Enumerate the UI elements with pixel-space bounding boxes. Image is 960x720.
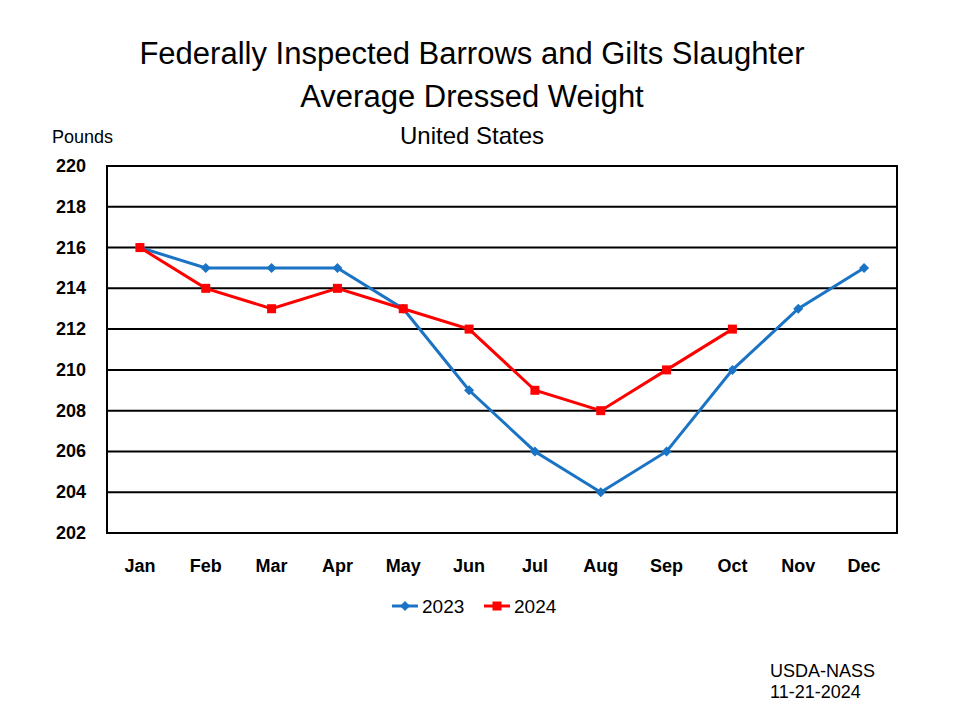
y-tick-label: 206	[56, 441, 86, 461]
x-tick-label: Mar	[256, 556, 288, 576]
x-tick-label: Sep	[650, 556, 683, 576]
marker	[267, 304, 276, 313]
chart-container: Federally Inspected Barrows and Gilts Sl…	[0, 0, 960, 720]
y-tick-label: 216	[56, 238, 86, 258]
y-tick-label: 204	[56, 482, 86, 502]
x-tick-label: Feb	[190, 556, 222, 576]
marker	[135, 243, 144, 252]
grid-line	[107, 369, 897, 371]
grid-line	[107, 287, 897, 289]
y-tick-label: 202	[56, 523, 86, 543]
marker	[333, 284, 342, 293]
marker	[662, 446, 672, 456]
x-tick-label: Aug	[583, 556, 618, 576]
marker	[793, 304, 803, 314]
grid-line	[107, 247, 897, 249]
grid-line	[107, 450, 897, 452]
legend-label: 2023	[422, 596, 464, 617]
annotation: 11-21-2024	[770, 682, 861, 702]
y-tick-label: 214	[56, 278, 86, 298]
marker	[530, 386, 539, 395]
y-tick-label: 212	[56, 319, 86, 339]
plot-area	[135, 243, 869, 498]
legend-marker	[400, 601, 410, 611]
series-line	[140, 248, 733, 411]
series-line	[140, 248, 864, 493]
marker	[727, 365, 737, 375]
marker	[398, 304, 408, 314]
title: Federally Inspected Barrows and Gilts Sl…	[139, 36, 804, 71]
legend-marker	[493, 602, 502, 611]
marker	[464, 385, 474, 395]
x-tick-label: Nov	[781, 556, 815, 576]
y-tick-label: 210	[56, 360, 86, 380]
x-tick-label: Apr	[322, 556, 353, 576]
marker	[332, 263, 342, 273]
marker	[267, 263, 277, 273]
subtitle: United States	[400, 122, 544, 149]
marker	[530, 446, 540, 456]
y-tick-label: 218	[56, 197, 86, 217]
marker	[596, 406, 605, 415]
y-tick-label: 208	[56, 401, 86, 421]
x-tick-label: Jul	[522, 556, 548, 576]
marker	[662, 365, 671, 374]
plot-frame	[107, 166, 897, 533]
annotation: USDA-NASS	[770, 661, 875, 681]
x-tick-label: Jun	[453, 556, 485, 576]
grid-line	[107, 410, 897, 412]
marker	[399, 304, 408, 313]
marker	[596, 487, 606, 497]
chart-svg: Federally Inspected Barrows and Gilts Sl…	[0, 0, 960, 720]
x-tick-label: May	[386, 556, 421, 576]
marker	[465, 325, 474, 334]
marker	[728, 325, 737, 334]
grid-line	[107, 206, 897, 208]
x-tick-label: Dec	[848, 556, 881, 576]
marker	[135, 243, 145, 253]
grid-line	[107, 491, 897, 493]
marker	[859, 263, 869, 273]
legend: 2023 2024	[392, 596, 557, 617]
y-tick-label: 220	[56, 156, 86, 176]
marker	[201, 263, 211, 273]
legend-label: 2024	[514, 596, 557, 617]
x-tick-label: Oct	[717, 556, 747, 576]
marker	[201, 284, 210, 293]
title: Average Dressed Weight	[300, 79, 644, 114]
y-axis-label: Pounds	[52, 127, 113, 147]
x-tick-label: Jan	[124, 556, 155, 576]
